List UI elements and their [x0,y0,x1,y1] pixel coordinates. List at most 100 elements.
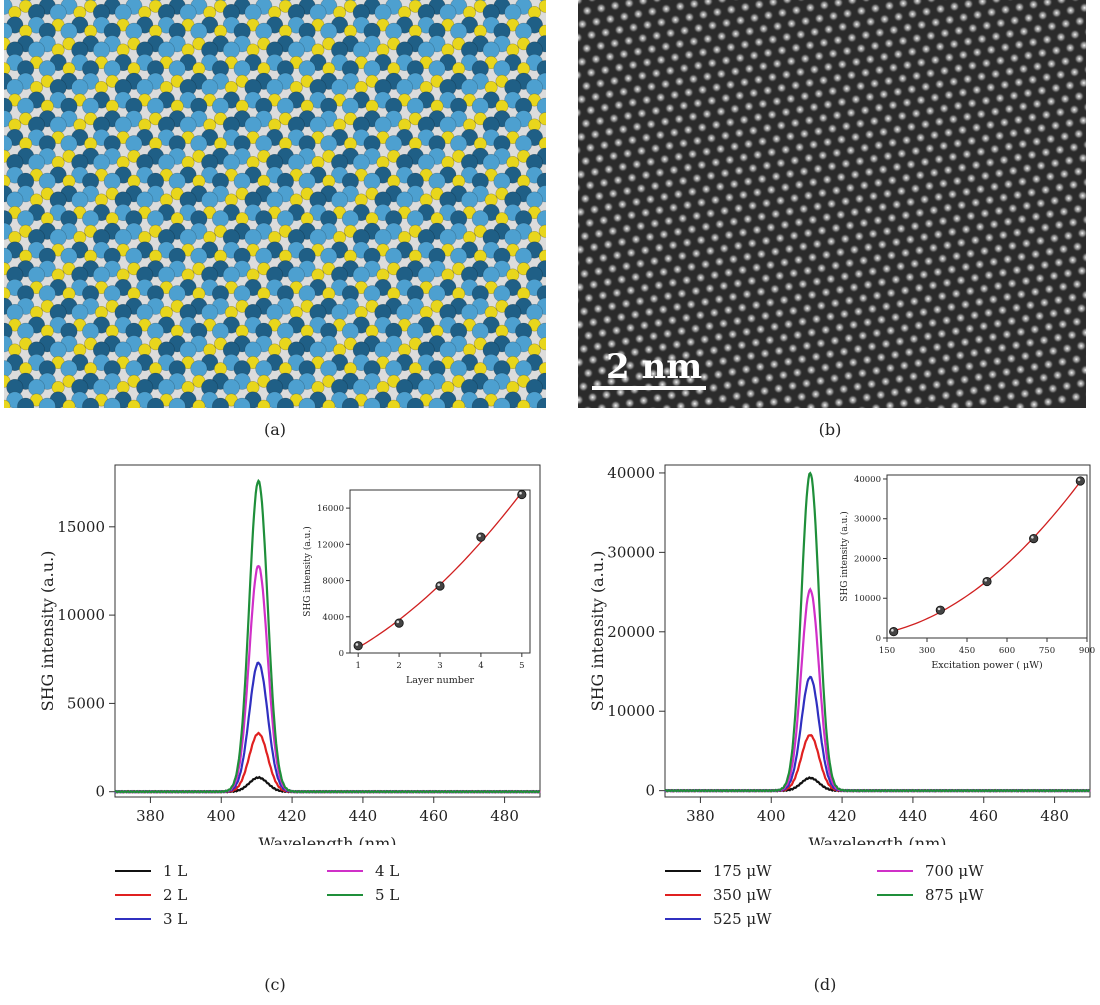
y-tick-label: 15000 [57,518,105,536]
atom-column [851,56,862,68]
plot-frame [114,464,541,798]
atom-column [818,37,830,48]
atom-column [991,0,1002,5]
atom-column [1070,391,1082,403]
atom-column [1037,47,1048,59]
atom-column [652,355,664,366]
atom-column [672,226,684,237]
atom-column [753,74,764,85]
atom-column [836,96,848,108]
atom-column [905,234,916,245]
atom [287,378,305,396]
atom-column [726,4,737,15]
atom-column [612,175,624,186]
atom-column [899,322,910,334]
atom [374,4,392,21]
atom-column [895,298,906,309]
inset-y-tick-label: 30000 [854,515,881,525]
atom-column [671,339,682,350]
atom-column [757,98,769,110]
x-tick-label: 420 [278,807,307,825]
atom-column [877,239,888,250]
atom [179,229,197,247]
atom-column [974,296,985,308]
inset-point-highlight [1077,478,1081,481]
atom-column [923,256,934,267]
atom [428,172,446,190]
atom [493,172,511,190]
atom-column [820,362,831,373]
atom-column [648,368,659,379]
atom-column [809,26,820,38]
atom-column [879,51,890,62]
atom [6,191,24,209]
atom-column [881,263,892,274]
x-tick-label: 480 [490,807,519,825]
legend-swatch [665,894,701,896]
atom-column [580,193,591,204]
shg-power-chart: 380 400 420 440 460 480 0 10000 20000 30000 40000 W… [588,464,1095,853]
atom-column [883,75,894,87]
atom-column [695,310,706,321]
atom-column [878,126,889,138]
atom-column [754,399,765,410]
atom-column [959,336,971,348]
atom [92,154,110,172]
atom-column [663,253,674,264]
inset-point-highlight [937,607,941,611]
atom-column [758,23,769,34]
atom-column [620,298,632,309]
atom-column [713,294,725,305]
atom-column [774,270,785,281]
atom-column [831,110,843,121]
atom-column [980,133,991,144]
atom-column [1013,39,1025,50]
atom-column [761,198,772,209]
atom [482,41,500,59]
atom-column [672,301,683,313]
atom [515,360,533,378]
atom-column [822,136,833,148]
atom-column [764,372,775,383]
atom-column [992,318,1003,329]
inset-y-tick-label: 20000 [854,554,881,564]
atom-column [846,32,858,43]
atom [157,41,175,59]
atom-column [627,97,638,108]
atom-column [985,119,996,131]
atom-column [709,232,721,243]
atom-column [817,150,828,161]
atom-column [932,266,943,278]
atom [190,360,208,378]
atom [417,266,435,284]
atom-column [659,154,670,165]
atom-column [704,283,716,294]
atom-column [579,231,591,242]
atom-column [732,0,740,2]
atom-column [781,69,792,80]
atom-column [944,14,955,26]
atom [168,60,186,78]
atom-column [615,349,627,360]
atom-column [582,5,593,16]
atom-column [920,81,931,92]
inset-y-axis-label: SHG intensity (a.u.) [302,526,313,616]
atom-column [832,72,843,84]
atom-column [928,205,939,216]
atom-column [650,143,661,154]
atom-column [871,290,883,301]
legend-item-d-1: 350 μW [665,886,772,904]
atom [482,154,500,172]
atom-column [936,328,947,339]
atom [17,97,35,115]
atom [406,210,424,228]
atom-column [1053,257,1064,268]
atom-column [1043,359,1054,370]
atom-column [942,202,953,213]
atom-column [599,102,610,113]
atom-column [667,277,678,288]
atom-column [705,170,717,181]
atom [287,266,305,284]
atom-column [813,88,824,99]
atom-column [1041,34,1053,45]
